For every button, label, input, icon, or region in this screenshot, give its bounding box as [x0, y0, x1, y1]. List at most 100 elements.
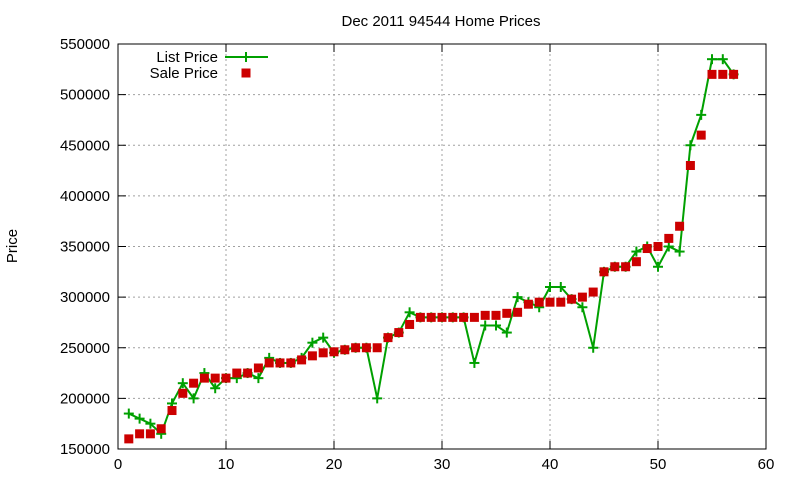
x-tick-label: 20: [326, 456, 343, 473]
sale-price-point: [405, 319, 415, 329]
sale-price-point: [653, 242, 663, 251]
sale-price-point: [610, 262, 620, 272]
chart-title: Dec 2011 94544 Home Prices: [342, 13, 541, 30]
sale-price-point: [199, 373, 209, 383]
sale-price-point: [480, 310, 490, 320]
sale-price-point: [243, 368, 253, 378]
y-tick-label: 450000: [60, 137, 110, 154]
sale-price-point: [459, 312, 469, 322]
sale-price-point: [567, 294, 577, 304]
y-tick-label: 150000: [60, 441, 110, 458]
sale-price-point: [361, 343, 371, 353]
sale-price-point: [394, 328, 404, 338]
sale-price-point: [545, 297, 555, 307]
legend: List Price Sale Price: [150, 49, 268, 82]
sale-price-point: [513, 307, 523, 317]
list-price-point: [307, 337, 318, 348]
list-price-point: [696, 109, 707, 120]
list-price-point: [717, 54, 728, 65]
sale-price-point: [189, 378, 199, 388]
sale-price-point: [135, 429, 145, 439]
list-price-point: [555, 282, 566, 292]
legend-marker-list-price: [241, 52, 251, 62]
y-tick-label: 200000: [60, 390, 110, 407]
sale-price-point: [307, 351, 317, 361]
sale-price-point: [286, 358, 296, 368]
list-price-point: [512, 292, 523, 303]
list-price-point: [501, 327, 512, 338]
list-price-point: [188, 393, 199, 404]
sale-price-point: [718, 69, 728, 79]
series-layer: [123, 54, 739, 444]
sale-price-point: [372, 343, 382, 353]
list-price-point: [491, 320, 501, 331]
list-price-point: [480, 320, 491, 331]
plot-frame: [117, 43, 767, 450]
sale-price-point: [599, 267, 609, 277]
sale-price-point: [426, 312, 436, 322]
x-tick-label: 30: [434, 456, 451, 473]
y-axis-label: Price: [4, 229, 21, 263]
sale-price-point: [415, 312, 425, 322]
sale-price-point: [621, 262, 631, 272]
sale-price-point: [156, 424, 166, 434]
list-price-point: [685, 140, 696, 151]
sale-price-point: [275, 358, 285, 368]
list-price-point: [253, 373, 264, 384]
sale-price-point: [675, 221, 685, 231]
x-tick-label: 60: [758, 456, 775, 473]
list-price-point: [404, 307, 415, 318]
sale-price-point: [178, 388, 188, 398]
list-price-point: [545, 282, 555, 292]
y-tick-label: 250000: [60, 340, 110, 357]
list-price-point: [210, 383, 221, 394]
x-tick-label: 40: [542, 456, 559, 473]
sale-price-point: [264, 358, 274, 368]
legend-label-list-price: List Price: [156, 49, 218, 66]
sale-price-point: [145, 429, 155, 439]
list-price-point: [318, 332, 329, 343]
list-price-point: [145, 418, 156, 429]
y-tick-label: 500000: [60, 87, 110, 104]
sale-price-point: [253, 363, 263, 373]
sale-price-point: [642, 244, 652, 254]
sale-price-point: [210, 373, 220, 383]
legend-sample-list-price: [225, 52, 268, 62]
sale-price-point: [577, 292, 587, 302]
list-price-point: [631, 246, 642, 257]
sale-price-point: [329, 347, 339, 357]
sale-price-point: [167, 406, 177, 416]
list-price-point: [577, 302, 588, 313]
list-price-point: [372, 393, 383, 404]
list-price-point: [588, 342, 599, 353]
list-price-point: [469, 357, 480, 368]
sale-price-point: [232, 368, 242, 378]
list-price-point: [177, 378, 188, 389]
sale-price-point: [707, 69, 717, 79]
sale-price-point: [696, 130, 706, 140]
x-tick-label: 0: [114, 456, 122, 473]
y-tick-label: 550000: [60, 36, 110, 53]
list-price-point: [134, 413, 145, 424]
sale-price-point: [523, 299, 533, 309]
sale-price-point: [383, 333, 393, 343]
sale-price-point: [437, 312, 447, 322]
sale-price-point: [469, 312, 479, 322]
sale-price-point: [448, 312, 458, 322]
sale-price-point: [297, 355, 307, 365]
sale-price-point: [318, 348, 328, 358]
y-tick-label: 350000: [60, 239, 110, 256]
legend-marker-sale-price: [241, 68, 251, 78]
sale-price-point: [221, 373, 231, 383]
legend-label-sale-price: Sale Price: [150, 65, 218, 82]
y-tick-label: 300000: [60, 289, 110, 306]
list-price-point: [663, 241, 674, 252]
sale-price-point: [124, 434, 134, 444]
list-price-point: [653, 261, 663, 272]
sale-price-point: [534, 297, 544, 307]
x-tick-label: 10: [218, 456, 235, 473]
list-price-point: [707, 54, 717, 65]
sale-price-point: [351, 343, 361, 353]
sale-price-point: [556, 297, 566, 307]
list-price-point: [674, 246, 685, 257]
